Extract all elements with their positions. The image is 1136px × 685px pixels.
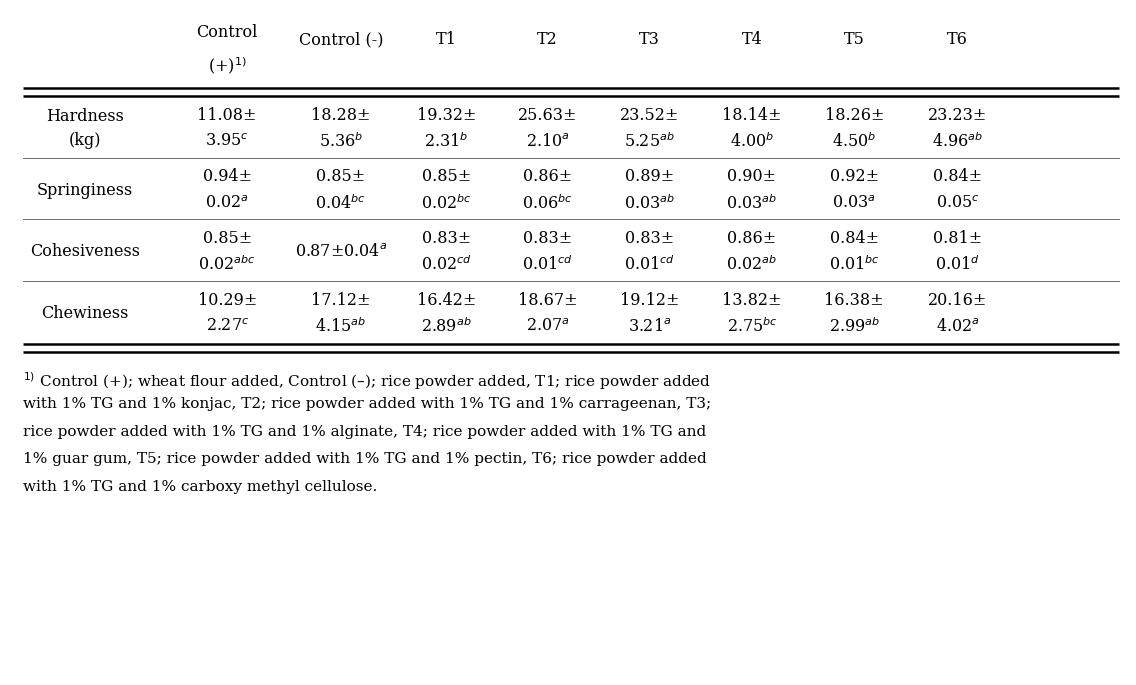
Text: 5.25$^{ab}$: 5.25$^{ab}$: [625, 132, 675, 151]
Text: 0.90±: 0.90±: [727, 169, 777, 185]
Text: 0.81±: 0.81±: [933, 230, 983, 247]
Text: 16.38±: 16.38±: [825, 292, 884, 308]
Text: 17.12±: 17.12±: [311, 292, 370, 308]
Text: T4: T4: [742, 31, 762, 48]
Text: with 1% TG and 1% konjac, T2; rice powder added with 1% TG and 1% carrageenan, T: with 1% TG and 1% konjac, T2; rice powde…: [23, 397, 711, 411]
Text: 0.01$^{d}$: 0.01$^{d}$: [935, 256, 980, 275]
Text: (+)$^{1)}$: (+)$^{1)}$: [208, 55, 247, 76]
Text: 2.07$^{a}$: 2.07$^{a}$: [526, 319, 569, 335]
Text: 0.83±: 0.83±: [523, 230, 573, 247]
Text: T3: T3: [640, 31, 660, 48]
Text: 3.21$^{a}$: 3.21$^{a}$: [628, 319, 671, 335]
Text: 0.02$^{ab}$: 0.02$^{ab}$: [726, 256, 778, 275]
Text: 0.02$^{a}$: 0.02$^{a}$: [206, 195, 249, 212]
Text: 5.36$^{b}$: 5.36$^{b}$: [318, 132, 364, 151]
Text: Control: Control: [197, 24, 258, 41]
Text: 0.02$^{bc}$: 0.02$^{bc}$: [421, 194, 471, 213]
Text: 0.04$^{bc}$: 0.04$^{bc}$: [316, 194, 366, 213]
Text: 18.28±: 18.28±: [311, 107, 370, 123]
Text: 0.03$^{ab}$: 0.03$^{ab}$: [624, 194, 676, 213]
Text: 4.50$^{b}$: 4.50$^{b}$: [832, 132, 877, 151]
Text: 0.84±: 0.84±: [829, 230, 879, 247]
Text: 18.14±: 18.14±: [722, 107, 782, 123]
Text: 0.02$^{cd}$: 0.02$^{cd}$: [421, 256, 471, 275]
Text: 0.89±: 0.89±: [625, 169, 675, 185]
Text: 13.82±: 13.82±: [722, 292, 782, 308]
Text: 0.83±: 0.83±: [625, 230, 675, 247]
Text: 0.85±: 0.85±: [202, 230, 252, 247]
Text: 2.89$^{ab}$: 2.89$^{ab}$: [421, 317, 471, 336]
Text: 4.00$^{b}$: 4.00$^{b}$: [729, 132, 775, 151]
Text: 23.23±: 23.23±: [928, 107, 987, 123]
Text: 10.29±: 10.29±: [198, 292, 257, 308]
Text: 0.85±: 0.85±: [316, 169, 366, 185]
Text: Chewiness: Chewiness: [42, 305, 128, 322]
Text: 2.99$^{ab}$: 2.99$^{ab}$: [828, 317, 880, 336]
Text: 0.94±: 0.94±: [202, 169, 252, 185]
Text: 0.01$^{bc}$: 0.01$^{bc}$: [829, 256, 879, 275]
Text: 2.31$^{b}$: 2.31$^{b}$: [424, 132, 469, 151]
Text: 18.67±: 18.67±: [518, 292, 577, 308]
Text: 1% guar gum, T5; rice powder added with 1% TG and 1% pectin, T6; rice powder add: 1% guar gum, T5; rice powder added with …: [23, 452, 707, 466]
Text: Control (-): Control (-): [299, 31, 383, 48]
Text: $^{1)}$ Control (+); wheat flour added, Control (–); rice powder added, T1; rice: $^{1)}$ Control (+); wheat flour added, …: [23, 370, 711, 392]
Text: T5: T5: [844, 31, 864, 48]
Text: 23.52±: 23.52±: [620, 107, 679, 123]
Text: Hardness: Hardness: [47, 108, 124, 125]
Text: 4.96$^{ab}$: 4.96$^{ab}$: [932, 132, 984, 151]
Text: (kg): (kg): [69, 132, 101, 149]
Text: 4.15$^{ab}$: 4.15$^{ab}$: [315, 317, 367, 336]
Text: 2.27$^{c}$: 2.27$^{c}$: [206, 319, 249, 335]
Text: 0.02$^{abc}$: 0.02$^{abc}$: [199, 256, 256, 275]
Text: rice powder added with 1% TG and 1% alginate, T4; rice powder added with 1% TG a: rice powder added with 1% TG and 1% algi…: [23, 425, 705, 438]
Text: 19.12±: 19.12±: [620, 292, 679, 308]
Text: Springiness: Springiness: [37, 182, 133, 199]
Text: T1: T1: [436, 31, 457, 48]
Text: with 1% TG and 1% carboxy methyl cellulose.: with 1% TG and 1% carboxy methyl cellulo…: [23, 479, 377, 493]
Text: 0.01$^{cd}$: 0.01$^{cd}$: [523, 256, 573, 275]
Text: 0.03$^{ab}$: 0.03$^{ab}$: [726, 194, 778, 213]
Text: 4.02$^{a}$: 4.02$^{a}$: [936, 319, 979, 335]
Text: 0.85±: 0.85±: [421, 169, 471, 185]
Text: 0.92±: 0.92±: [829, 169, 879, 185]
Text: 0.83±: 0.83±: [421, 230, 471, 247]
Text: 16.42±: 16.42±: [417, 292, 476, 308]
Text: 18.26±: 18.26±: [825, 107, 884, 123]
Text: 0.86±: 0.86±: [727, 230, 777, 247]
Text: 0.01$^{cd}$: 0.01$^{cd}$: [625, 256, 675, 275]
Text: 11.08±: 11.08±: [198, 107, 257, 123]
Text: 25.63±: 25.63±: [518, 107, 577, 123]
Text: 20.16±: 20.16±: [928, 292, 987, 308]
Text: 0.84±: 0.84±: [933, 169, 983, 185]
Text: Cohesiveness: Cohesiveness: [31, 243, 140, 260]
Text: 2.75$^{bc}$: 2.75$^{bc}$: [727, 317, 777, 336]
Text: T6: T6: [947, 31, 968, 48]
Text: 0.03$^{a}$: 0.03$^{a}$: [833, 195, 876, 212]
Text: 2.10$^{a}$: 2.10$^{a}$: [526, 134, 569, 150]
Text: 3.95$^{c}$: 3.95$^{c}$: [206, 134, 249, 150]
Text: 0.06$^{bc}$: 0.06$^{bc}$: [523, 194, 573, 213]
Text: 0.86±: 0.86±: [523, 169, 573, 185]
Text: 19.32±: 19.32±: [417, 107, 476, 123]
Text: 0.87±0.04$^{a}$: 0.87±0.04$^{a}$: [294, 243, 387, 260]
Text: T2: T2: [537, 31, 558, 48]
Text: 0.05$^{c}$: 0.05$^{c}$: [936, 195, 979, 212]
